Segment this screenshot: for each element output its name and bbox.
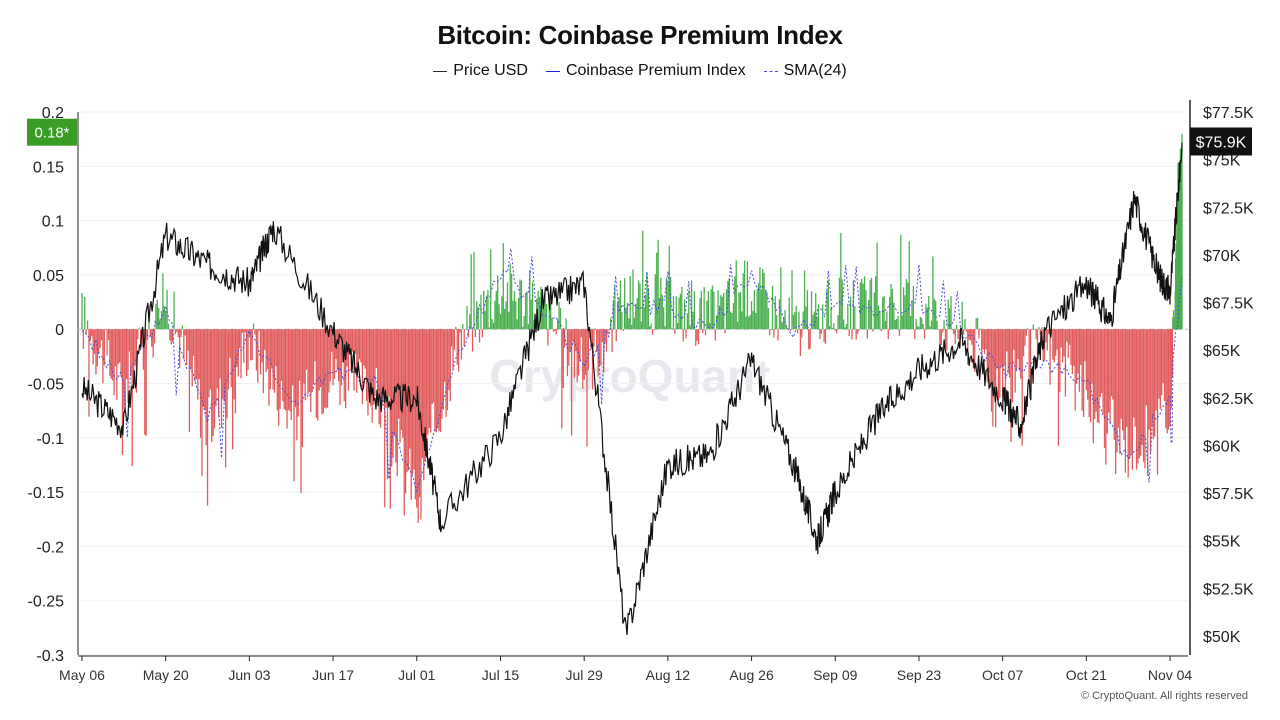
grid-lines <box>78 111 1188 656</box>
y-right-tick-label: $57.5K <box>1203 486 1254 503</box>
x-tick-label: Aug 12 <box>646 667 691 683</box>
legend-item-price[interactable]: Price USD <box>433 62 528 80</box>
x-tick-label: Jun 17 <box>312 667 354 683</box>
x-tick-label: May 20 <box>143 667 189 683</box>
x-tick-label: May 06 <box>59 667 105 683</box>
y-right-tick-label: $65K <box>1203 343 1241 360</box>
x-tick-label: Oct 21 <box>1066 667 1107 683</box>
y-left-tick-label: 0.15 <box>33 159 64 176</box>
legend-label-sma: SMA(24) <box>783 62 847 79</box>
premium-badge <box>27 118 77 146</box>
legend-label-premium: Coinbase Premium Index <box>565 62 746 79</box>
price-badge-text: $75.9K <box>1196 134 1247 151</box>
price-line <box>81 142 1183 635</box>
y-right-tick-label: $62.5K <box>1203 391 1254 408</box>
legend-swatch-premium <box>545 70 560 72</box>
chart-title: Bitcoin: Coinbase Premium Index <box>437 20 843 50</box>
y-right-tick-label: $77.5K <box>1203 105 1254 122</box>
x-tick-label: Sep 23 <box>897 667 942 683</box>
sma-line <box>81 248 1183 494</box>
y-left-tick-label: -0.05 <box>28 377 65 394</box>
y-left-tick-label: -0.25 <box>28 594 65 611</box>
x-tick-label: Jun 03 <box>228 667 270 683</box>
y-left-tick-label: 0.05 <box>33 268 64 285</box>
premium-bars <box>81 133 1183 523</box>
legend-item-sma[interactable]: SMA(24) <box>763 62 847 80</box>
y-right-tick-label: $75K <box>1203 153 1241 170</box>
chart-legend: Price USD Coinbase Premium Index SMA(24) <box>0 62 1280 80</box>
x-tick-label: Jul 29 <box>565 667 603 683</box>
y-right-tick-label: $52.5K <box>1203 581 1254 598</box>
legend-label-price: Price USD <box>453 62 528 79</box>
x-tick-label: Sep 09 <box>813 667 858 683</box>
x-tick-label: Jul 01 <box>398 667 436 683</box>
y-right-tick-label: $55K <box>1203 534 1241 551</box>
y-right-tick-label: $72.5K <box>1203 200 1254 217</box>
y-right-tick-label: $70K <box>1203 248 1241 265</box>
y-left-tick-label: -0.1 <box>36 431 64 448</box>
y-left-tick-label: -0.3 <box>36 648 64 665</box>
legend-swatch-price <box>433 70 448 72</box>
x-tick-label: Nov 04 <box>1148 667 1193 683</box>
legend-item-premium[interactable]: Coinbase Premium Index <box>545 62 746 80</box>
y-right-tick-label: $60K <box>1203 438 1241 455</box>
x-tick-label: Aug 26 <box>729 667 774 683</box>
legend-swatch-sma <box>763 70 778 72</box>
y-left-tick-label: 0.2 <box>42 105 64 122</box>
y-left-tick-label: -0.15 <box>28 485 65 502</box>
x-tick-label: Jul 15 <box>482 667 520 683</box>
y-right-tick-label: $50K <box>1203 629 1241 646</box>
x-tick-label: Oct 07 <box>982 667 1023 683</box>
premium-badge-text: 0.18* <box>34 125 69 142</box>
y-left-tick-label: 0.1 <box>42 214 64 231</box>
price-badge <box>1190 127 1252 156</box>
y-left-tick-label: 0 <box>55 322 64 339</box>
y-left-tick-label: -0.2 <box>36 539 64 556</box>
watermark-text: CryptoQuant <box>489 350 770 402</box>
copyright-footer: © CryptoQuant. All rights reserved <box>1080 690 1248 702</box>
y-right-tick-label: $67.5K <box>1203 296 1254 313</box>
